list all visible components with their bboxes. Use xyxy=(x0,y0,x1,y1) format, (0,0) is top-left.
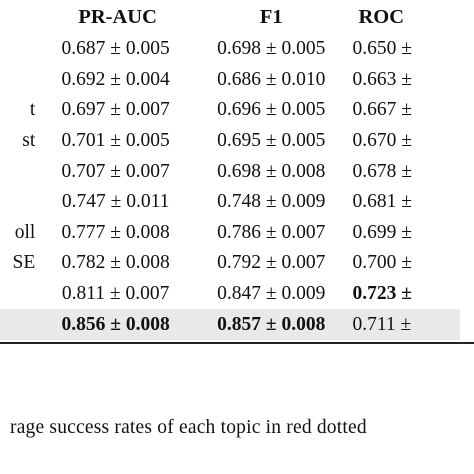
results-table: PR-AUC F1 ROC 0.687 ± 0.005 0.698 ± 0.005… xyxy=(0,0,460,340)
table-row: 0.856 ± 0.008 0.857 ± 0.008 0.711 ± xyxy=(0,309,460,340)
method-name-cell xyxy=(0,279,35,310)
roc-cell: 0.723 ± xyxy=(352,283,412,305)
table-row: st 0.701 ± 0.005 0.695 ± 0.005 0.670 ± xyxy=(0,126,460,157)
f1-cell: 0.748 ± 0.009 xyxy=(217,191,326,213)
table-row: 0.811 ± 0.007 0.847 ± 0.009 0.723 ± xyxy=(0,279,460,310)
method-name-cell xyxy=(0,156,35,187)
table-bottom-rule xyxy=(0,342,474,344)
pr-auc-cell: 0.782 ± 0.008 xyxy=(61,252,170,274)
roc-cell: 0.650 ± xyxy=(352,38,412,60)
table-row: oll 0.777 ± 0.008 0.786 ± 0.007 0.699 ± xyxy=(0,218,460,249)
f1-cell: 0.786 ± 0.007 xyxy=(217,221,326,243)
f1-cell: 0.698 ± 0.008 xyxy=(217,160,326,182)
f1-cell: 0.847 ± 0.009 xyxy=(217,283,326,305)
table-row: 0.707 ± 0.007 0.698 ± 0.008 0.678 ± xyxy=(0,156,460,187)
roc-cell: 0.681 ± xyxy=(352,191,412,213)
header-roc: ROC xyxy=(358,5,405,28)
f1-cell: 0.686 ± 0.010 xyxy=(217,68,326,90)
f1-cell: 0.857 ± 0.008 xyxy=(195,309,347,340)
roc-cell: 0.711 ± xyxy=(346,309,460,340)
f1-cell: 0.695 ± 0.005 xyxy=(217,130,326,152)
pr-auc-cell: 0.811 ± 0.007 xyxy=(61,283,170,305)
roc-cell: 0.699 ± xyxy=(352,221,412,243)
header-f1: F1 xyxy=(259,5,283,28)
f1-cell: 0.792 ± 0.007 xyxy=(217,252,326,274)
header-pr-auc: PR-AUC xyxy=(78,5,157,28)
pr-auc-cell: 0.747 ± 0.011 xyxy=(61,191,170,213)
method-name-cell xyxy=(0,309,36,340)
f1-cell: 0.696 ± 0.005 xyxy=(217,99,326,121)
method-name-cell: st xyxy=(22,130,36,152)
method-name-cell: oll xyxy=(14,221,36,243)
roc-cell: 0.663 ± xyxy=(352,68,412,90)
table-row: 0.747 ± 0.011 0.748 ± 0.009 0.681 ± xyxy=(0,187,460,218)
results-table-container: PR-AUC F1 ROC 0.687 ± 0.005 0.698 ± 0.005… xyxy=(0,0,460,340)
method-name-cell: t xyxy=(29,99,36,121)
roc-cell: 0.678 ± xyxy=(352,160,412,182)
table-row: t 0.697 ± 0.007 0.696 ± 0.005 0.667 ± xyxy=(0,95,460,126)
roc-cell: 0.700 ± xyxy=(352,252,412,274)
method-name-cell xyxy=(0,34,35,65)
pr-auc-cell: 0.701 ± 0.005 xyxy=(61,130,170,152)
table-row: SE 0.782 ± 0.008 0.792 ± 0.007 0.700 ± xyxy=(0,248,460,279)
method-name-cell xyxy=(0,65,35,96)
f1-cell: 0.698 ± 0.005 xyxy=(217,38,326,60)
roc-cell: 0.670 ± xyxy=(352,130,412,152)
pr-auc-cell: 0.692 ± 0.004 xyxy=(61,68,170,90)
pr-auc-cell: 0.687 ± 0.005 xyxy=(61,38,170,60)
table-row: 0.692 ± 0.004 0.686 ± 0.010 0.663 ± xyxy=(0,65,460,96)
table-row: 0.687 ± 0.005 0.698 ± 0.005 0.650 ± xyxy=(0,34,460,65)
pr-auc-cell: 0.777 ± 0.008 xyxy=(61,221,170,243)
pr-auc-cell: 0.697 ± 0.007 xyxy=(61,99,170,121)
method-name-cell xyxy=(0,187,35,218)
table-header-row: PR-AUC F1 ROC xyxy=(0,0,460,34)
method-name-cell: SE xyxy=(12,252,36,274)
header-method xyxy=(0,0,35,34)
pr-auc-cell: 0.856 ± 0.008 xyxy=(35,309,196,340)
table-body: 0.687 ± 0.005 0.698 ± 0.005 0.650 ± 0.692 ±… xyxy=(0,34,460,340)
figure-caption: rage success rates of each topic in red … xyxy=(10,417,367,438)
roc-cell: 0.667 ± xyxy=(352,99,412,121)
pr-auc-cell: 0.707 ± 0.007 xyxy=(61,160,170,182)
